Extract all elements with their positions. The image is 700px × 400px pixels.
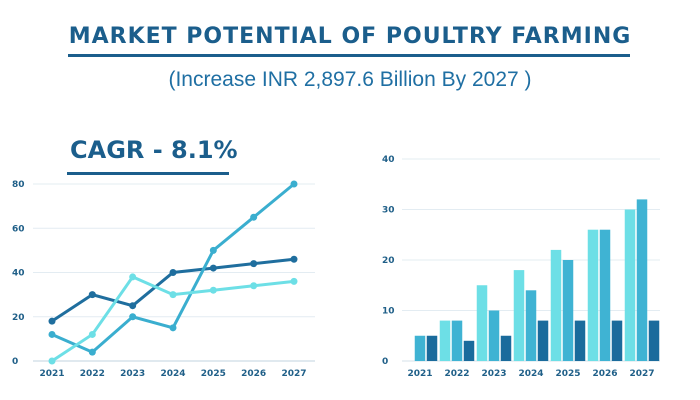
x-tick-label: 2026: [592, 369, 617, 379]
data-point: [48, 357, 56, 365]
bar-light: [550, 249, 562, 361]
data-point: [129, 273, 137, 281]
data-point: [290, 255, 298, 263]
data-point: [250, 213, 258, 221]
data-point: [209, 286, 217, 294]
bar-mid: [451, 320, 463, 361]
bar-mid: [414, 335, 426, 361]
x-tick-label: 2026: [241, 369, 266, 379]
x-tick-label: 2025: [555, 369, 580, 379]
x-tick-label: 2023: [481, 369, 506, 379]
cagr-underline: [67, 172, 229, 175]
data-point: [169, 291, 177, 299]
bar-light: [513, 270, 525, 361]
bar-mid: [599, 229, 611, 361]
x-tick-label: 2024: [518, 369, 543, 379]
data-point: [209, 264, 217, 272]
y-tick-label: 20: [12, 313, 25, 323]
y-tick-label: 0: [12, 357, 18, 367]
x-tick-label: 2025: [201, 369, 226, 379]
x-tick-label: 2023: [120, 369, 145, 379]
x-tick-label: 2022: [444, 369, 469, 379]
bar-mid: [636, 199, 648, 361]
data-point: [129, 313, 137, 321]
x-tick-label: 2027: [281, 369, 306, 379]
bar-light: [476, 285, 488, 361]
x-tick-label: 2027: [629, 369, 654, 379]
data-point: [169, 269, 177, 276]
bar-dark: [500, 335, 512, 361]
y-tick-label: 40: [382, 155, 395, 165]
y-tick-label: 20: [382, 256, 395, 266]
y-tick-label: 30: [382, 206, 395, 216]
y-tick-label: 0: [382, 357, 388, 367]
bar-dark: [463, 340, 475, 361]
y-tick-label: 10: [382, 307, 395, 317]
y-tick-label: 80: [12, 180, 25, 190]
x-tick-label: 2024: [160, 369, 185, 379]
bar-dark: [426, 335, 438, 361]
data-point: [290, 277, 298, 285]
y-tick-label: 40: [12, 269, 25, 279]
bar-light: [624, 209, 636, 361]
bar-light: [439, 320, 451, 361]
data-point: [290, 180, 298, 188]
data-point: [169, 324, 177, 332]
x-tick-label: 2021: [39, 369, 64, 379]
bar-mid: [562, 260, 574, 361]
data-point: [88, 330, 96, 338]
bar-dark: [537, 320, 549, 361]
bar-dark: [574, 320, 586, 361]
data-point: [48, 330, 56, 338]
x-tick-label: 2021: [407, 369, 432, 379]
y-tick-label: 60: [12, 224, 25, 234]
data-point: [88, 348, 96, 356]
bar-mid: [525, 290, 537, 361]
data-point: [48, 317, 56, 325]
bar-dark: [611, 320, 623, 361]
data-point: [250, 282, 258, 290]
page-title: MARKET POTENTIAL OF POULTRY FARMING: [68, 24, 632, 49]
data-point: [209, 246, 217, 254]
title-underline: [68, 54, 630, 57]
bar-mid: [488, 310, 500, 361]
bar-light: [587, 229, 599, 361]
page-subtitle: (Increase INR 2,897.6 Billion By 2027 ): [168, 68, 532, 91]
data-point: [250, 260, 258, 268]
bar-dark: [648, 320, 660, 361]
data-point: [88, 291, 96, 299]
data-point: [129, 302, 137, 310]
x-tick-label: 2022: [80, 369, 105, 379]
cagr-label: CAGR - 8.1%: [70, 136, 238, 164]
